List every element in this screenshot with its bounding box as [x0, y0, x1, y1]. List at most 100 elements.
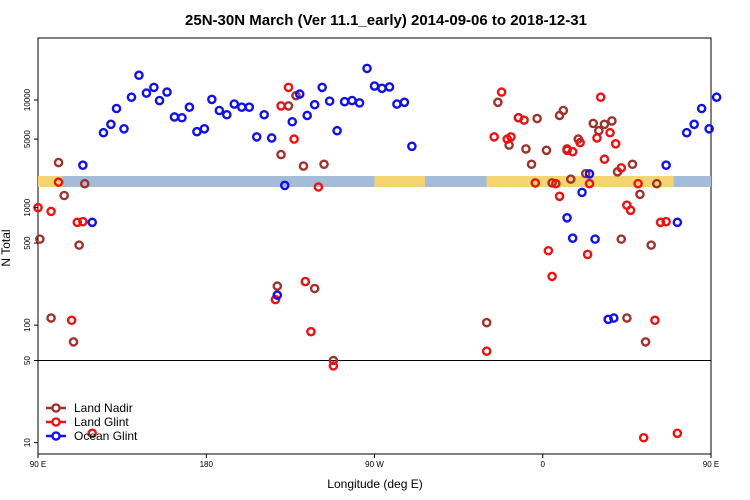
- ocean-glint-point: [567, 233, 578, 243]
- land-nadir-point: [622, 313, 632, 323]
- land-glint-point: [489, 132, 499, 142]
- y-axis-label: N Total: [0, 229, 13, 266]
- land-nadir-point: [59, 190, 69, 201]
- x-axis-label: Longitude (deg E): [327, 477, 422, 491]
- ocean-glint-point: [266, 133, 277, 143]
- land-glint-point: [554, 191, 565, 202]
- y-tick-label: 50: [23, 356, 32, 365]
- land-glint-point: [625, 205, 636, 216]
- ocean-glint-point: [98, 127, 109, 138]
- legend-marker-land-nadir: [51, 403, 61, 413]
- land-glint-point: [582, 249, 593, 260]
- chart-title: 25N-30N March (Ver 11.1_early) 2014-09-0…: [185, 12, 587, 29]
- legend-entry-land-glint: Land Glint: [46, 415, 129, 429]
- ocean-glint-point: [287, 116, 298, 127]
- ocean-glint-point: [590, 234, 600, 244]
- y-tick-label: 1000: [23, 198, 32, 216]
- ocean-glint-point: [199, 124, 210, 134]
- plot-frame-layer: [37, 37, 712, 455]
- ocean-glint-point: [87, 217, 98, 228]
- land-band-segment-2: [374, 176, 425, 187]
- land-glint-point: [562, 145, 572, 156]
- land-glint-point: [481, 346, 492, 357]
- plot-frame: [37, 37, 712, 455]
- land-glint-point: [584, 178, 595, 189]
- land-nadir-point: [53, 157, 64, 168]
- land-glint-point: [313, 182, 324, 192]
- x-tick-label: 90 W: [365, 460, 384, 469]
- ocean-glint-point: [154, 95, 165, 106]
- land-glint-point: [655, 217, 666, 228]
- ocean-glint-point: [214, 105, 225, 116]
- land-nadir-point: [526, 159, 537, 170]
- land-nadir-point: [599, 119, 610, 130]
- land-glint-point: [638, 432, 649, 443]
- y-tick-label: 10000: [23, 88, 32, 111]
- land-glint-point: [605, 127, 615, 138]
- land-glint-point: [633, 178, 643, 189]
- ocean-glint-point: [207, 94, 217, 105]
- ocean-glint-point: [184, 102, 195, 113]
- land-glint-point: [87, 428, 98, 439]
- land-glint-point: [547, 271, 557, 282]
- legend-label-land-nadir: Land Nadir: [74, 401, 133, 415]
- land-glint-point: [496, 87, 507, 97]
- land-glint-point: [46, 206, 56, 217]
- land-nadir-point: [481, 317, 492, 328]
- ocean-glint-point: [302, 110, 313, 121]
- ocean-glint-point: [603, 314, 613, 325]
- land-glint-point: [543, 245, 554, 256]
- ocean-glint-point: [354, 98, 365, 108]
- ocean-glint-point: [149, 82, 159, 93]
- ocean-glint-point: [577, 187, 587, 198]
- y-tick-label: 100: [23, 318, 32, 332]
- ocean-glint-point: [192, 126, 202, 137]
- land-glint-point: [650, 315, 660, 326]
- ocean-glint-point: [362, 63, 372, 74]
- x-tick-label: 90 E: [703, 460, 719, 469]
- land-nadir-point: [558, 105, 569, 116]
- land-nadir-point: [46, 313, 56, 323]
- x-tick-label: 90 E: [30, 460, 46, 469]
- land-glint-point: [592, 133, 602, 143]
- land-nadir-point: [607, 116, 617, 126]
- land-nadir-point: [651, 178, 662, 189]
- land-nadir-point: [309, 283, 320, 294]
- land-nadir-point: [328, 355, 339, 366]
- land-glint-point: [519, 115, 529, 125]
- land-nadir-point: [493, 97, 503, 108]
- land-nadir-point: [627, 159, 638, 170]
- ocean-glint-point: [177, 112, 187, 123]
- land-ocean-mask-layer: [38, 176, 711, 187]
- land-glint-point: [599, 154, 610, 165]
- land-nadir-point: [580, 168, 591, 179]
- ocean-glint-point: [141, 88, 152, 98]
- ocean-glint-point: [162, 87, 172, 97]
- ocean-glint-point: [399, 97, 410, 108]
- land-nadir-point: [541, 145, 552, 156]
- ocean-glint-point: [244, 102, 255, 113]
- land-glint-point: [306, 326, 316, 337]
- land-nadir-point: [646, 240, 656, 250]
- land-glint-point: [616, 163, 627, 173]
- ocean-glint-point: [259, 109, 270, 120]
- ocean-glint-point: [584, 169, 595, 179]
- ocean-glint-point: [384, 82, 395, 92]
- x-tick-label: 180: [200, 460, 214, 469]
- land-nadir-point: [588, 118, 599, 129]
- ocean-glint-point: [126, 92, 137, 103]
- land-band-segment-3: [486, 176, 674, 187]
- y-tick-label: 5000: [23, 130, 32, 148]
- axis-layer: 90 E 180 90 W 0 90 E 10 50 100 500 1000 5000 10000: [23, 88, 719, 469]
- ocean-glint-point: [324, 96, 335, 106]
- ocean-glint-point: [681, 127, 692, 138]
- y-tick-label: 500: [23, 236, 32, 250]
- land-nadir-point: [298, 161, 309, 171]
- land-nadir-point: [565, 174, 576, 184]
- land-nadir-point: [276, 149, 286, 160]
- ocean-glint-point: [332, 125, 342, 136]
- ocean-glint-point: [272, 290, 283, 300]
- land-glint-point: [328, 361, 339, 371]
